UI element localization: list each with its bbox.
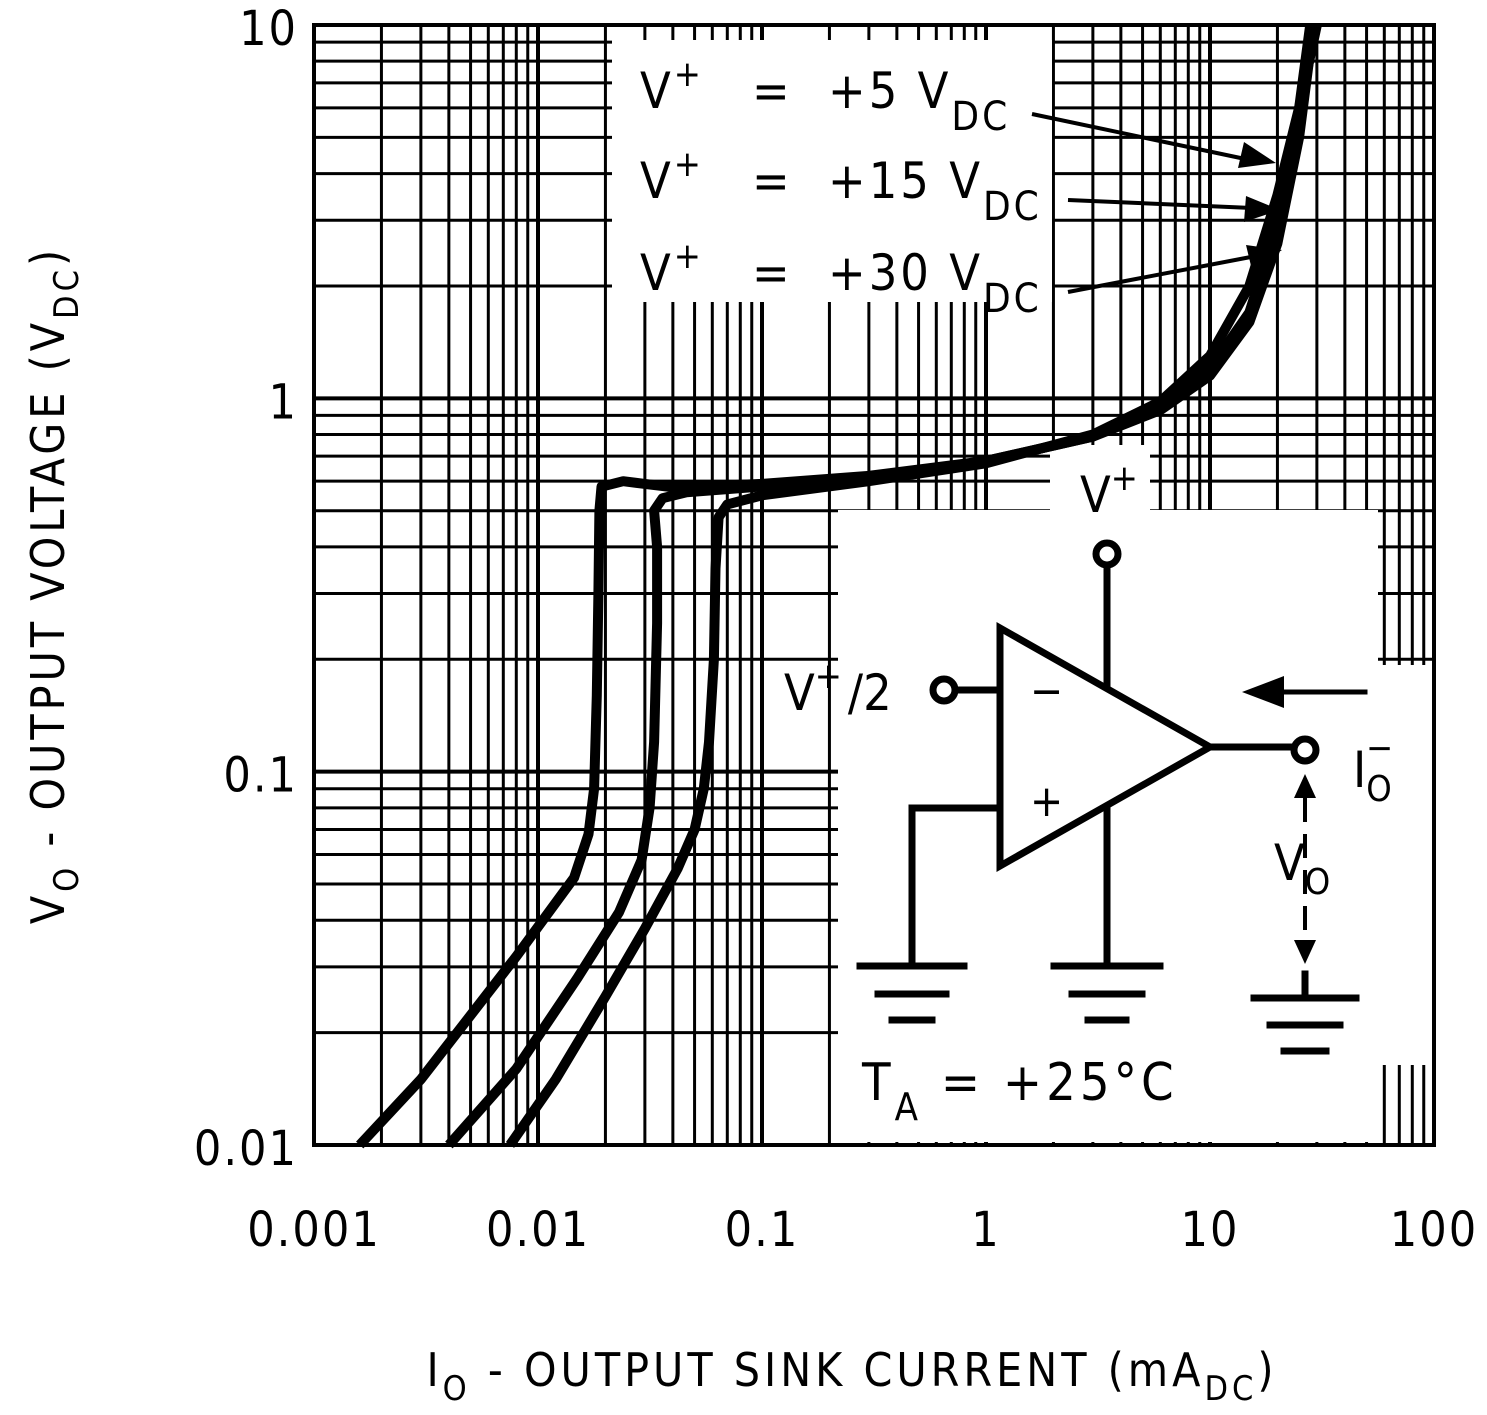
inverting-input-label: V+/2 <box>784 656 892 722</box>
y-tick-label: 0.01 <box>194 1121 298 1177</box>
tick-labels: 0.001 0.01 0.1 1 10 100 0.01 0.1 1 10 <box>194 1 1478 1258</box>
current-label: IO− <box>1353 728 1393 810</box>
y-tick-label: 10 <box>239 1 298 57</box>
minus-sign: − <box>1030 666 1063 717</box>
x-tick-label: 0.01 <box>486 1202 590 1258</box>
arrow-v30 <box>1067 254 1257 294</box>
x-axis-title: IO - OUTPUT SINK CURRENT (mADC) <box>426 1343 1277 1409</box>
x-tick-label: 100 <box>1390 1202 1478 1258</box>
label-area-mask <box>612 40 1052 302</box>
y-axis-title: VO - OUTPUT VOLTAGE (VDC) <box>21 246 87 924</box>
vout-arrowhead-up <box>1294 774 1316 798</box>
plus-sign: + <box>1030 776 1063 827</box>
x-tick-label: 0.1 <box>725 1202 800 1258</box>
arrowhead-v15 <box>1244 196 1280 222</box>
test-circuit: V+ − + V+/2 IO− VO <box>784 458 1393 1129</box>
x-tick-label: 1 <box>971 1202 1000 1258</box>
vout-label: VO <box>1274 834 1330 903</box>
label-v5: V+ = +5 VDC <box>640 54 1010 140</box>
noninverting-input-wire <box>908 804 1004 970</box>
label-v15: V+ = +15 VDC <box>640 144 1042 230</box>
label-v30: V+ = +30 VDC <box>640 236 1042 322</box>
vout-arrowhead-down <box>1294 940 1316 964</box>
y-tick-label: 0.1 <box>223 748 298 804</box>
x-tick-label: 10 <box>1181 1202 1240 1258</box>
arrowhead-v5 <box>1238 142 1276 168</box>
arrow-v15 <box>1067 198 1253 210</box>
y-tick-label: 1 <box>269 374 298 430</box>
x-tick-label: 0.001 <box>247 1202 381 1258</box>
arrowhead-v30 <box>1246 245 1282 270</box>
series-annotations: V+ = +5 VDC V+ = +15 VDC V+ = +30 VDC <box>640 54 1282 322</box>
supply-label: V+ <box>1080 458 1138 524</box>
series-line-3 <box>505 23 1322 1148</box>
schematic-side-mask <box>1370 665 1434 1065</box>
arrow-v5 <box>1031 112 1251 162</box>
output-terminal <box>1290 735 1320 765</box>
series-line-2 <box>445 24 1316 1149</box>
plot-frame <box>312 23 1436 1147</box>
temperature-label: TA = +25°C <box>861 1053 1178 1129</box>
supply-label-mask <box>1050 445 1150 520</box>
series-group <box>356 23 1322 1149</box>
current-arrowhead <box>1242 676 1284 708</box>
